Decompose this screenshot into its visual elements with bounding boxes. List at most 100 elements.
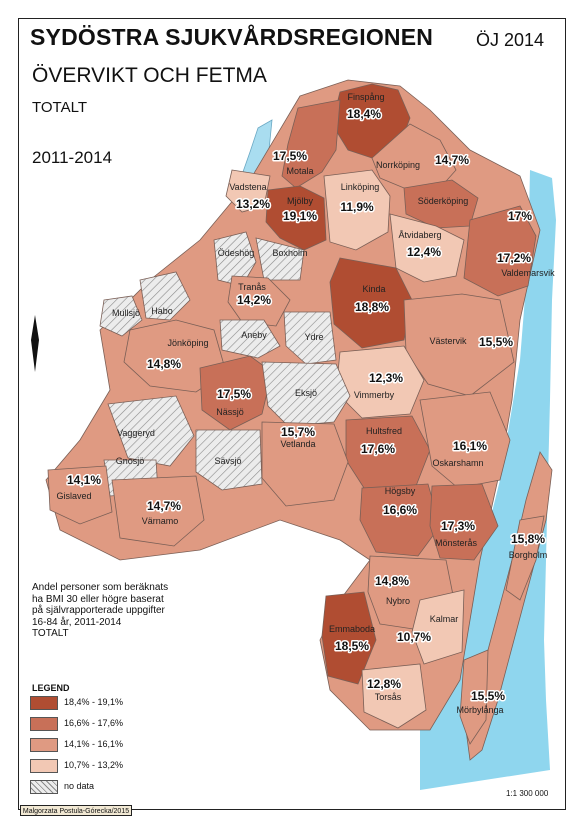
municipality-value: 17,2%: [497, 251, 531, 265]
municipality-name: Högsby: [385, 486, 416, 496]
municipality-value: 15,7%: [281, 425, 315, 439]
municipality-name: Kalmar: [430, 614, 459, 624]
legend-label: 14,1% - 16,1%: [64, 739, 124, 749]
note-line: ha BMI 30 eller högre baserat: [32, 593, 164, 605]
municipality-name: Norrköping: [376, 160, 420, 170]
municipality-norrköping: [371, 123, 457, 189]
population-group: TOTALT: [32, 99, 88, 116]
municipality-name: Habo: [151, 306, 173, 316]
municipality-ydre: [283, 311, 337, 365]
municipality-linköping: [323, 169, 391, 251]
municipality-name: Västervik: [429, 336, 467, 346]
municipality-sävsjö: [195, 429, 263, 491]
map-title: SYDÖSTRA SJUKVÅRDSREGIONEN: [30, 24, 434, 50]
municipality-värnamo: [111, 475, 205, 547]
municipality-value: 17,3%: [441, 519, 475, 533]
municipality-name: Nybro: [386, 596, 410, 606]
municipality-mörbylånga: [459, 649, 489, 745]
municipality-emmaboda: [321, 591, 377, 685]
municipality-value: 14,8%: [375, 574, 409, 588]
municipality-aneby: [219, 319, 281, 359]
municipality-name: Eksjö: [295, 388, 317, 398]
municipality-vadstena: [225, 169, 271, 213]
legend-item: 18,4% - 19,1%: [30, 696, 230, 712]
legend-swatch: [30, 759, 58, 773]
legend-label: 18,4% - 19,1%: [64, 697, 124, 707]
municipality-value: 14,1%: [67, 473, 101, 487]
municipality-value: 12,3%: [369, 371, 403, 385]
municipality-labels: Finspång 18,4% Motala 17,5% Norrköping 14,7% V…: [56, 92, 555, 715]
municipality-value: 17%: [508, 209, 532, 223]
municipality-name: Mönsterås: [435, 538, 478, 548]
legend-item: 16,6% - 17,6%: [30, 717, 230, 733]
municipality-name: Torsås: [375, 692, 402, 702]
note-line: TOTALT: [32, 628, 69, 639]
municipality-name: Ödeshög: [218, 248, 255, 258]
municipality-mullsjö: [99, 295, 143, 337]
municipality-name: Linköping: [341, 182, 380, 192]
north-arrow-icon: [31, 315, 39, 372]
municipality-value: 18,8%: [355, 300, 389, 314]
municipality-mjölby: [265, 185, 327, 251]
municipality-oskarshamn: [419, 391, 511, 489]
municipality-mönsterås: [429, 483, 499, 561]
municipality-name: Ydre: [304, 332, 323, 342]
period-label: 2011-2014: [32, 148, 113, 167]
municipality-name: Vimmerby: [354, 390, 395, 400]
legend-swatch: [30, 696, 58, 710]
legend-title: LEGEND: [32, 683, 70, 693]
municipality-name: Tranås: [238, 282, 266, 292]
municipality-value: 18,5%: [335, 639, 369, 653]
municipality-value: 14,7%: [147, 499, 181, 513]
municipality-name: Vaggeryd: [117, 428, 155, 438]
municipality-value: 15,5%: [471, 689, 505, 703]
municipality-name: Aneby: [241, 330, 267, 340]
municipality-borgholm: [505, 515, 545, 601]
municipality-name: Sävsjö: [214, 456, 241, 466]
municipality-torsås: [361, 663, 427, 729]
municipality-name: Boxholm: [272, 248, 307, 258]
municipality-eksjö: [261, 361, 351, 427]
municipality-value: 17,6%: [361, 442, 395, 456]
municipality-value: 16,6%: [383, 503, 417, 517]
municipality-valdemarsvik: [463, 205, 537, 297]
municipality-value: 14,7%: [435, 153, 469, 167]
municipality-polygons: [45, 79, 545, 745]
municipality-value: 12,4%: [407, 245, 441, 259]
municipality-name: Åtvidaberg: [398, 230, 441, 240]
municipality-name: Söderköping: [418, 196, 469, 206]
municipality-value: 16,1%: [453, 439, 487, 453]
legend-item: 10,7% - 13,2%: [30, 759, 230, 775]
municipality-name: Mullsjö: [112, 308, 140, 318]
note-line: på självrapporterade uppgifter: [32, 605, 165, 616]
municipality-name: Valdemarsvik: [501, 268, 555, 278]
municipality-name: Värnamo: [142, 516, 179, 526]
municipality-value: 11,9%: [340, 200, 374, 214]
municipality-value: 15,8%: [511, 532, 545, 546]
municipality-ödeshög: [213, 231, 257, 287]
municipality-kinda: [329, 257, 413, 349]
municipality-value: 17,5%: [217, 387, 251, 401]
municipality-kalmar: [411, 589, 465, 665]
legend-swatch: [30, 717, 58, 731]
municipality-name: Finspång: [347, 92, 384, 102]
municipality-name: Oskarshamn: [432, 458, 483, 468]
year-tag: ÖJ 2014: [476, 30, 545, 50]
municipality-name: Vetlanda: [280, 439, 315, 449]
legend-label: no data: [64, 781, 95, 791]
author-credit: Malgorzata Postula-Górecka/2015: [20, 805, 132, 816]
municipality-boxholm: [255, 237, 305, 281]
municipality-name: Gnosjö: [116, 456, 145, 466]
map-subtitle: ÖVERVIKT OCH FETMA: [32, 64, 267, 87]
municipality-value: 13,2%: [236, 197, 270, 211]
method-note: Andel personer som beräknats ha BMI 30 e…: [32, 582, 168, 640]
municipality-value: 10,7%: [397, 630, 431, 644]
municipality-value: 15,5%: [479, 335, 513, 349]
legend-swatch: [30, 780, 58, 794]
municipality-name: Borgholm: [509, 550, 548, 560]
municipality-name: Nässjö: [216, 407, 244, 417]
municipality-gislaved: [47, 465, 113, 525]
municipality-name: Mjölby: [287, 196, 314, 206]
municipality-name: Motala: [286, 166, 313, 176]
municipality-name: Vadstena: [229, 182, 266, 192]
